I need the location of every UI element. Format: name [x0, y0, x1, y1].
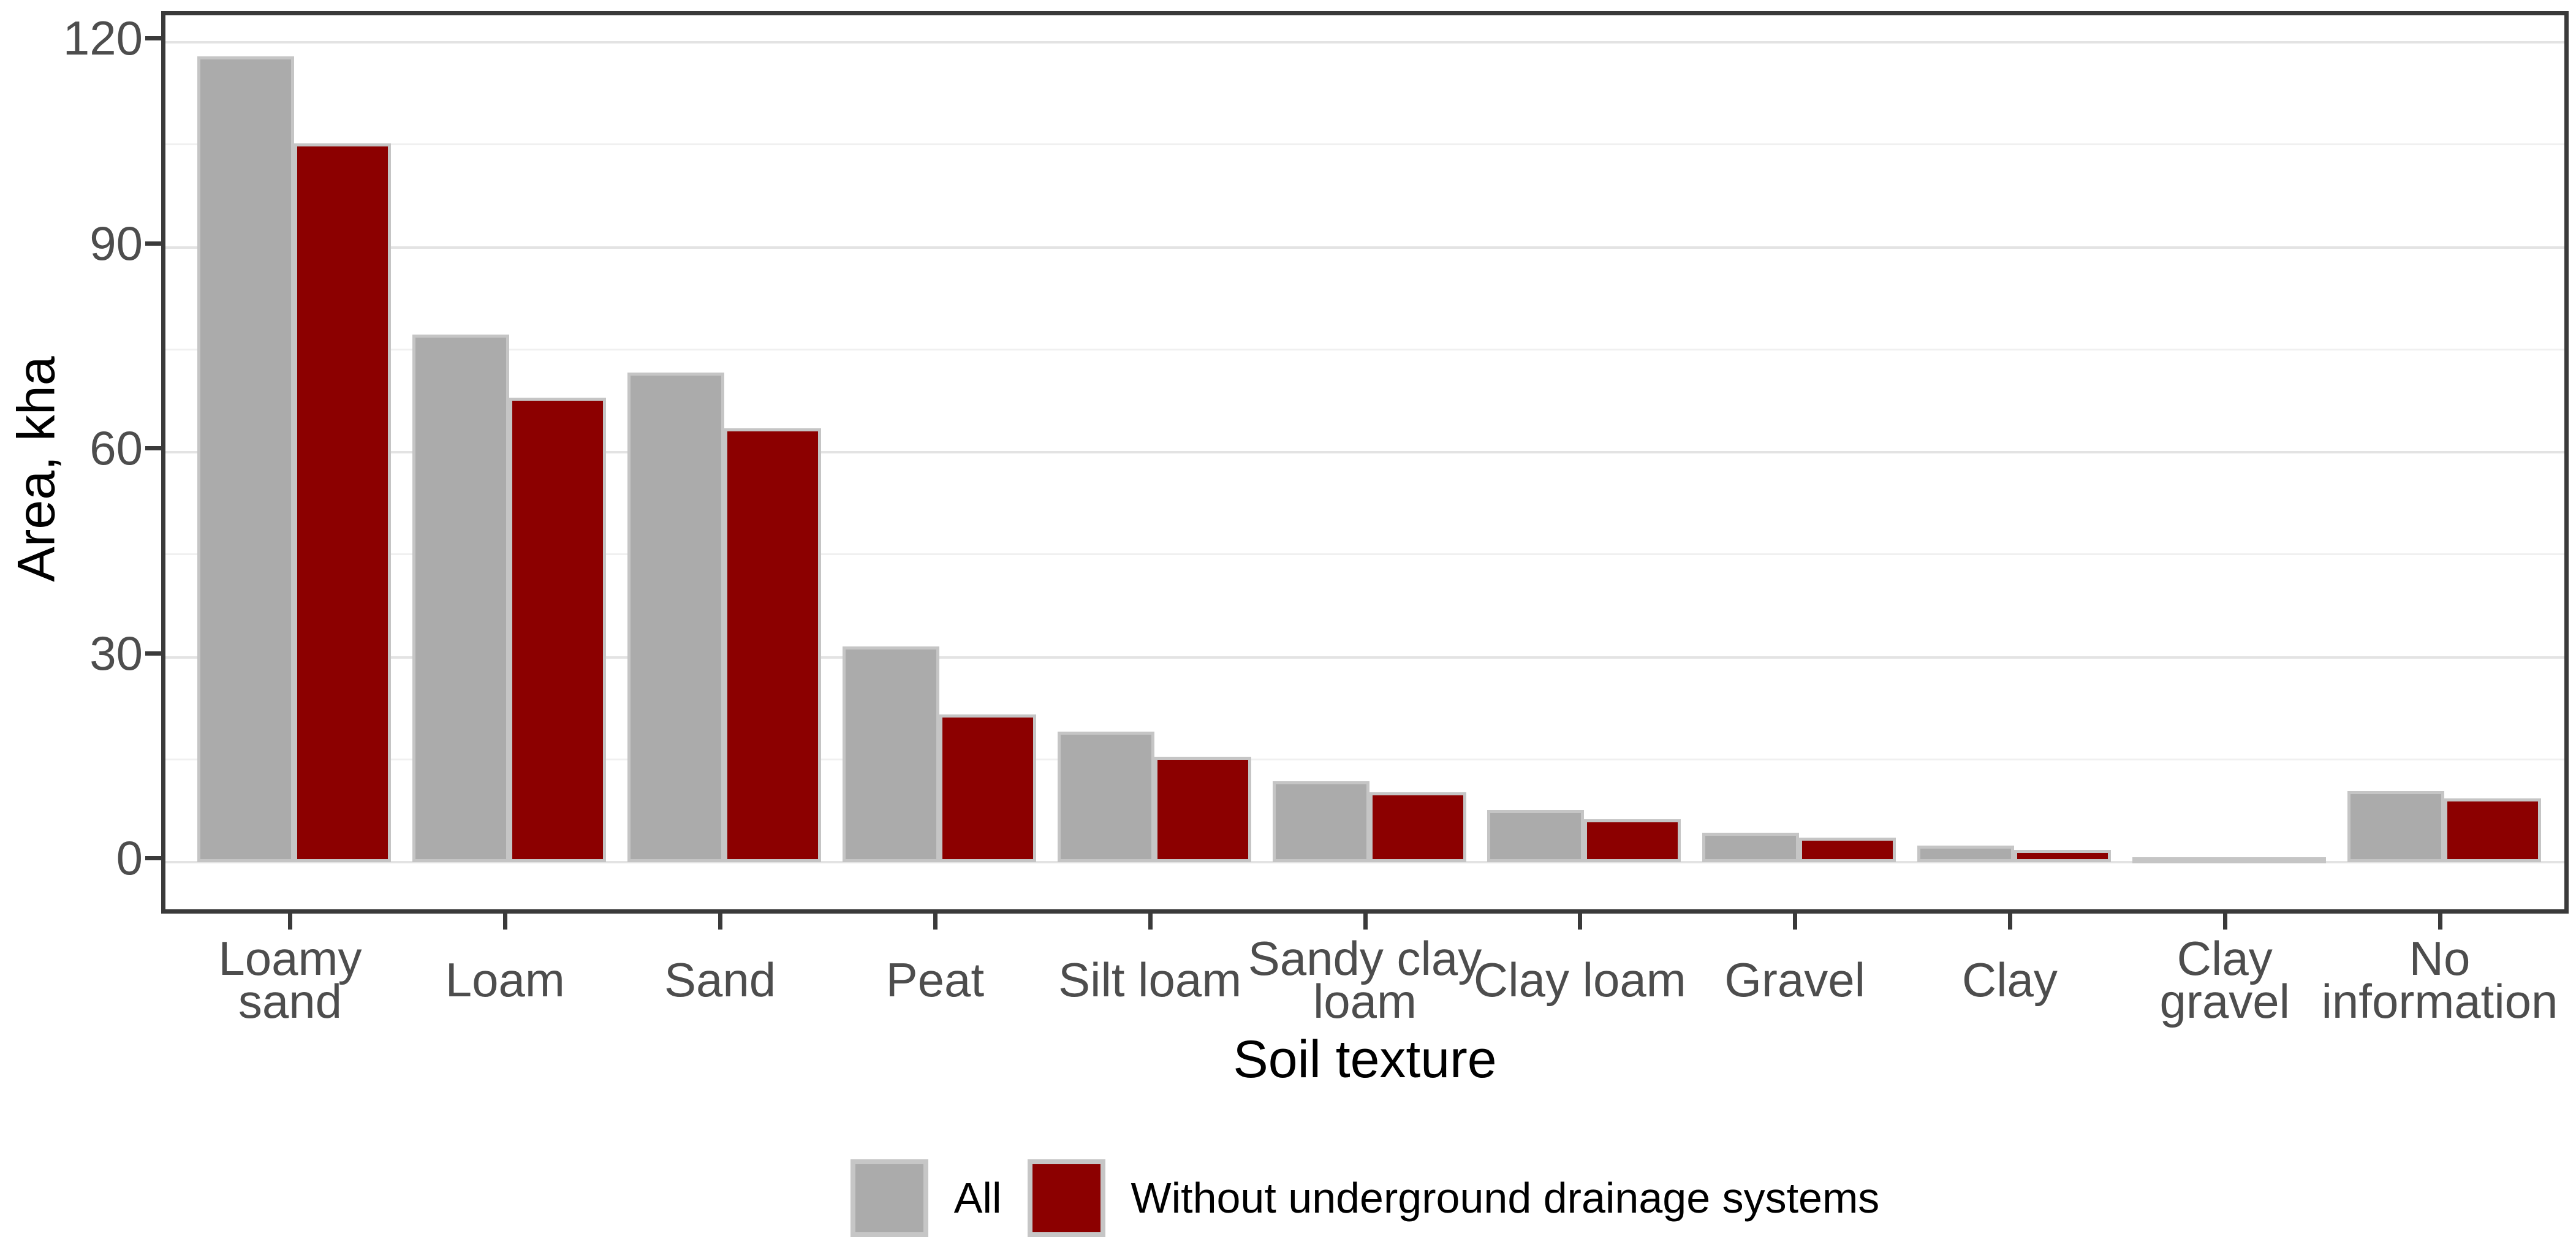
- bar-no-information-all: [2347, 791, 2444, 862]
- legend: All Without underground drainage systems: [161, 1157, 2569, 1239]
- y-tick-label-0: 0: [116, 831, 143, 885]
- x-tick-1: [288, 914, 293, 930]
- x-tick-label-2: Loam: [445, 952, 565, 1007]
- gridline-105: [165, 143, 2564, 146]
- y-tick-label-120: 120: [63, 11, 143, 65]
- bar-clay-loam-all: [1487, 810, 1585, 862]
- legend-item-without: Without underground drainage systems: [1027, 1159, 1880, 1237]
- y-tick-90: [145, 241, 161, 246]
- legend-label: All: [953, 1174, 1002, 1222]
- gridline-45: [165, 553, 2564, 556]
- bar-gravel-without: [1799, 837, 1896, 862]
- y-tick-120: [145, 36, 161, 40]
- x-tick-label-1: Loamy sand: [218, 931, 362, 1028]
- y-tick-60: [145, 446, 161, 450]
- bar-no-information-without: [2444, 798, 2541, 862]
- gridline-0: [165, 861, 2564, 863]
- legend-item-all: All: [850, 1159, 1002, 1237]
- x-tick-label-5: Silt loam: [1058, 952, 1242, 1007]
- bar-clay-without: [2013, 849, 2111, 862]
- x-tick-label-11: No information: [2321, 931, 2558, 1028]
- bar-peat-all: [842, 646, 939, 862]
- bar-sandy-clay-loam-all: [1272, 781, 1369, 862]
- y-tick-label-60: 60: [89, 421, 143, 475]
- bar-clay-loam-without: [1584, 819, 1681, 862]
- x-tick-label-6: Sandy clay loam: [1248, 931, 1482, 1028]
- bar-clay-gravel-without: [2229, 857, 2326, 863]
- gridline-120: [165, 41, 2564, 44]
- bar-sand-without: [724, 428, 822, 862]
- x-tick-9: [2007, 914, 2012, 930]
- bar-loam-all: [412, 335, 510, 862]
- bar-silt-loam-without: [1154, 757, 1251, 862]
- bar-silt-loam-all: [1057, 732, 1154, 862]
- bar-loamy-sand-without: [294, 143, 392, 862]
- x-tick-label-8: Gravel: [1724, 952, 1865, 1007]
- x-tick-11: [2438, 914, 2442, 930]
- x-tick-label-7: Clay loam: [1473, 952, 1686, 1007]
- gridline-60: [165, 451, 2564, 453]
- x-tick-label-10: Clay gravel: [2159, 931, 2290, 1028]
- y-tick-30: [145, 651, 161, 656]
- bar-loamy-sand-all: [197, 56, 295, 862]
- gridline-90: [165, 246, 2564, 249]
- x-tick-5: [1148, 914, 1153, 930]
- x-tick-8: [1793, 914, 1798, 930]
- bar-clay-all: [1917, 846, 2014, 862]
- bar-gravel-all: [1702, 833, 1800, 862]
- bar-sandy-clay-loam-without: [1369, 792, 1466, 862]
- bar-sand-all: [627, 372, 725, 862]
- legend-key-swatch: [1027, 1159, 1105, 1237]
- y-tick-label-90: 90: [89, 216, 143, 270]
- y-tick-0: [145, 856, 161, 860]
- x-tick-7: [1578, 914, 1583, 930]
- y-tick-label-30: 30: [89, 626, 143, 680]
- legend-key-swatch: [850, 1159, 928, 1237]
- x-axis-title: Soil texture: [1233, 1030, 1497, 1089]
- plot-panel: [161, 11, 2569, 914]
- bar-loam-without: [509, 397, 607, 862]
- gridline-15: [165, 758, 2564, 760]
- x-tick-6: [1363, 914, 1368, 930]
- x-tick-label-9: Clay: [1961, 952, 2058, 1007]
- x-tick-10: [2222, 914, 2227, 930]
- gridline-75: [165, 348, 2564, 350]
- gridline-30: [165, 656, 2564, 659]
- x-tick-label-3: Sand: [664, 952, 776, 1007]
- x-tick-4: [933, 914, 938, 930]
- x-tick-label-4: Peat: [885, 952, 985, 1007]
- x-tick-2: [503, 914, 508, 930]
- bar-peat-without: [939, 714, 1036, 862]
- legend-label: Without underground drainage systems: [1131, 1174, 1880, 1222]
- bar-clay-gravel-all: [2132, 857, 2229, 863]
- x-tick-3: [718, 914, 723, 930]
